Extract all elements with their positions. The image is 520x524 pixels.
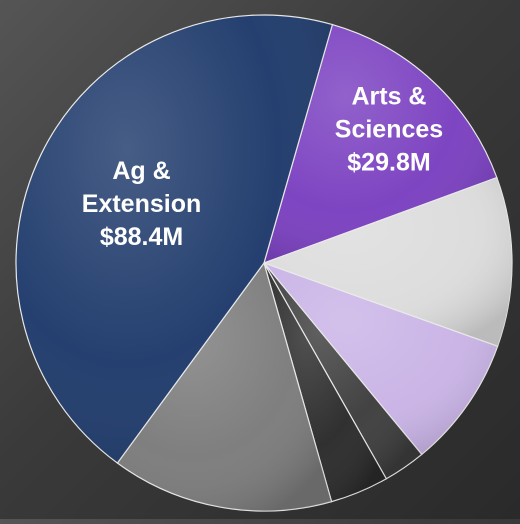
pie-labels: Arts & Sciences $29.8M Ag & Extension $88.4M: [82, 83, 443, 251]
pie-slice-shine-2: [264, 263, 498, 455]
pie-slice-label-line: Sciences: [335, 116, 443, 144]
pie-slice-label-line: $88.4M: [100, 223, 183, 251]
pie-slice-shine-6: [15, 14, 333, 464]
pie-slice-label-line: Extension: [82, 190, 201, 218]
pie-slice-label-line: $29.8M: [347, 149, 430, 177]
pie-slice-shine-0: [264, 24, 497, 263]
pie-slice-label-6: Ag & Extension $88.4M: [82, 157, 201, 251]
pie-slice-shine-3: [264, 263, 422, 479]
pie-slice-shine-1: [264, 177, 512, 347]
pie-slices: [15, 14, 513, 512]
pie-slice-shine-5: [117, 263, 332, 511]
pie-slice-label-line: Ag &: [112, 157, 170, 185]
pie-slice-label-0: Arts & Sciences $29.8M: [335, 83, 443, 177]
pie-slice-label-line: Arts &: [351, 83, 426, 111]
pie-slice-shine-4: [264, 263, 387, 502]
